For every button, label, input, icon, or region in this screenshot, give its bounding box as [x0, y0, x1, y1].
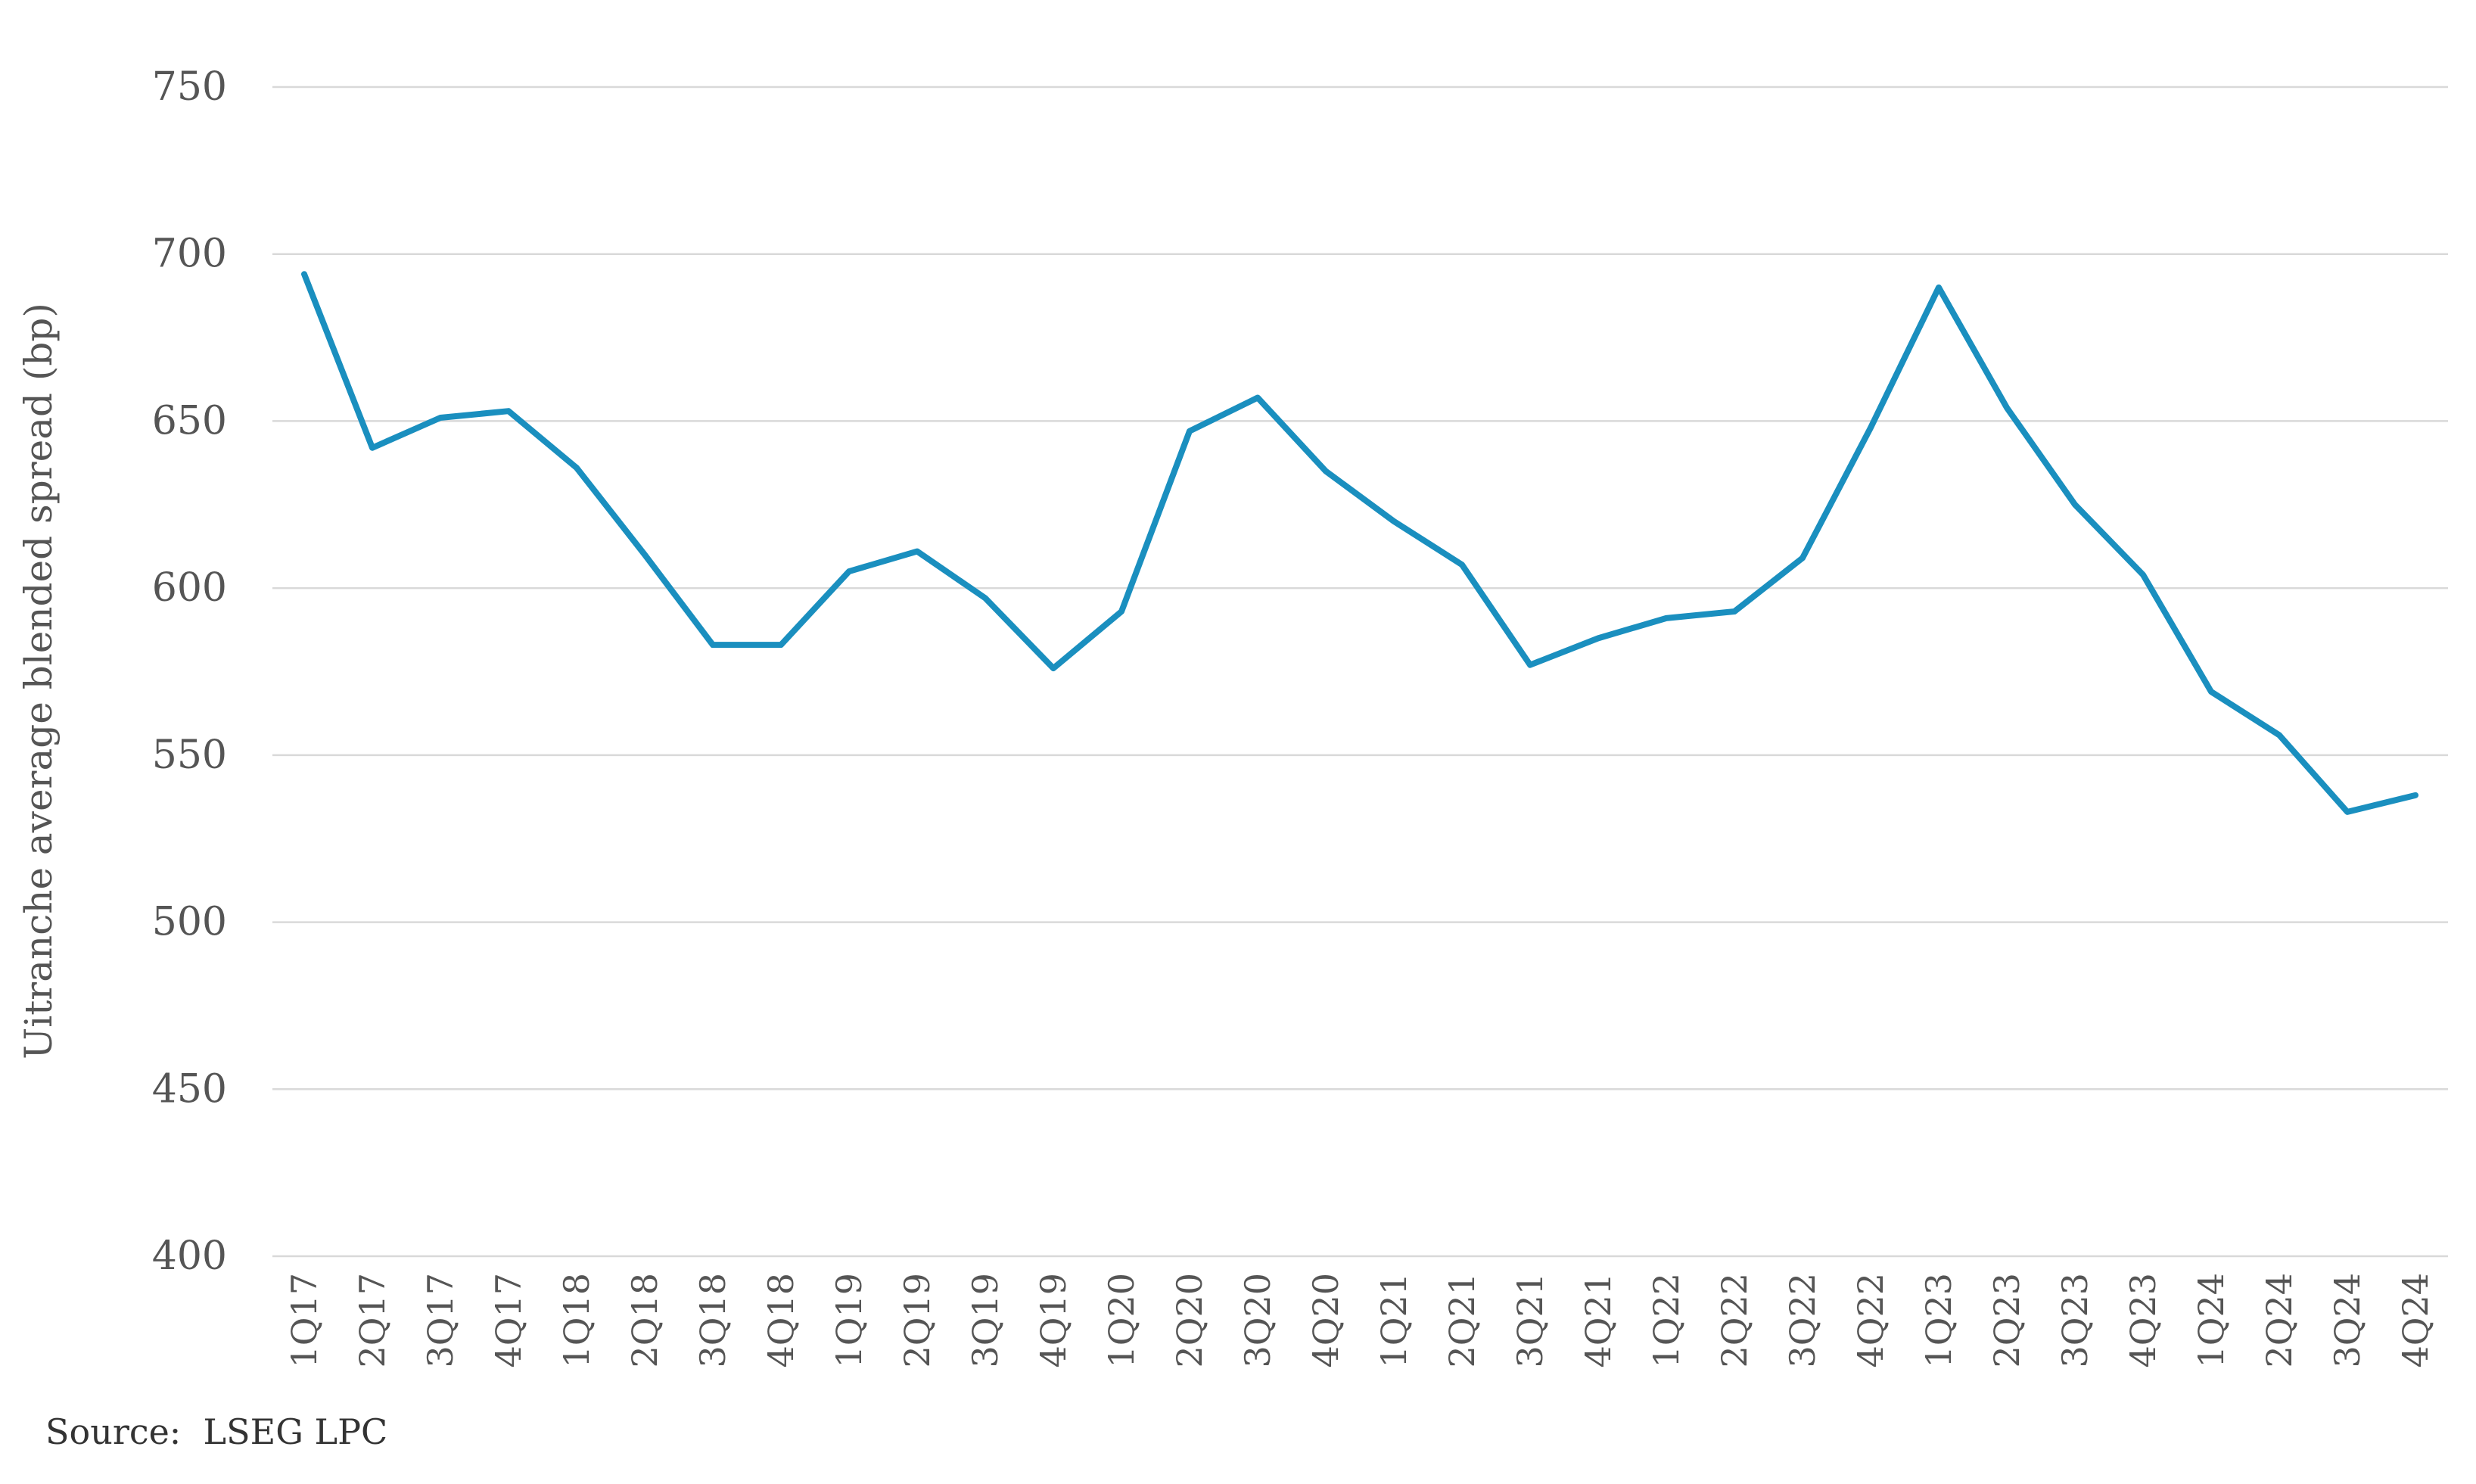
x-tick-label: 4Q19	[1033, 1273, 1074, 1368]
source-note: Source: LSEG LPC	[45, 1411, 387, 1452]
x-tick-label: 2Q20	[1169, 1273, 1210, 1368]
x-tick-label: 3Q17	[420, 1273, 461, 1368]
y-tick-label: 600	[152, 565, 227, 611]
series-layer	[304, 274, 2415, 812]
x-tick-label: 4Q23	[2123, 1273, 2163, 1368]
y-tick-label: 550	[152, 733, 227, 778]
x-tick-label: 2Q22	[1714, 1273, 1755, 1368]
x-tick-label: 2Q21	[1442, 1273, 1482, 1368]
x-tick-label: 1Q22	[1646, 1273, 1687, 1368]
x-tick-label: 3Q22	[1782, 1273, 1823, 1368]
x-tick-label: 4Q20	[1305, 1273, 1346, 1368]
y-tick-label: 500	[152, 900, 227, 945]
x-tick-label: 1Q23	[1918, 1273, 1959, 1368]
x-tick-label: 1Q21	[1373, 1273, 1414, 1368]
y-tick-label: 450	[152, 1066, 227, 1112]
x-tick-label: 2Q19	[897, 1273, 938, 1368]
x-tick-label: 1Q20	[1101, 1273, 1142, 1368]
x-tick-label: 4Q24	[2395, 1273, 2436, 1368]
y-axis-ticks: 400 450 500 550 600 650 700 750	[152, 64, 227, 1279]
x-tick-label: 1Q19	[829, 1273, 869, 1368]
x-tick-label: 3Q24	[2327, 1273, 2368, 1368]
x-tick-label: 3Q19	[965, 1273, 1006, 1368]
x-axis-ticks: 1Q17 2Q17 3Q17 4Q17 1Q18 2Q18 3Q18 4Q18 1Q19 2Q19…	[284, 1273, 2436, 1368]
x-tick-label: 2Q18	[624, 1273, 665, 1368]
x-tick-label: 3Q21	[1510, 1273, 1551, 1368]
series-line	[304, 274, 2415, 812]
x-tick-label: 4Q21	[1578, 1273, 1619, 1368]
x-tick-label: 4Q22	[1850, 1273, 1891, 1368]
x-tick-label: 3Q18	[692, 1273, 733, 1368]
gridlines	[272, 87, 2448, 1256]
y-tick-label: 400	[152, 1234, 227, 1279]
x-tick-label: 1Q17	[284, 1273, 325, 1368]
x-tick-label: 2Q24	[2259, 1273, 2300, 1368]
x-tick-label: 4Q17	[488, 1273, 529, 1368]
x-tick-label: 1Q18	[556, 1273, 597, 1368]
x-tick-label: 2Q17	[352, 1273, 393, 1368]
y-tick-label: 750	[152, 64, 227, 110]
x-tick-label: 3Q20	[1237, 1273, 1278, 1368]
y-tick-label: 650	[152, 398, 227, 443]
y-tick-label: 700	[152, 232, 227, 277]
y-axis-title: Uitranche average blended spread (bp)	[17, 303, 61, 1059]
x-tick-label: 3Q23	[2055, 1273, 2095, 1368]
x-tick-label: 2Q23	[1986, 1273, 2027, 1368]
x-tick-label: 4Q18	[761, 1273, 801, 1368]
x-tick-label: 1Q24	[2191, 1273, 2232, 1368]
